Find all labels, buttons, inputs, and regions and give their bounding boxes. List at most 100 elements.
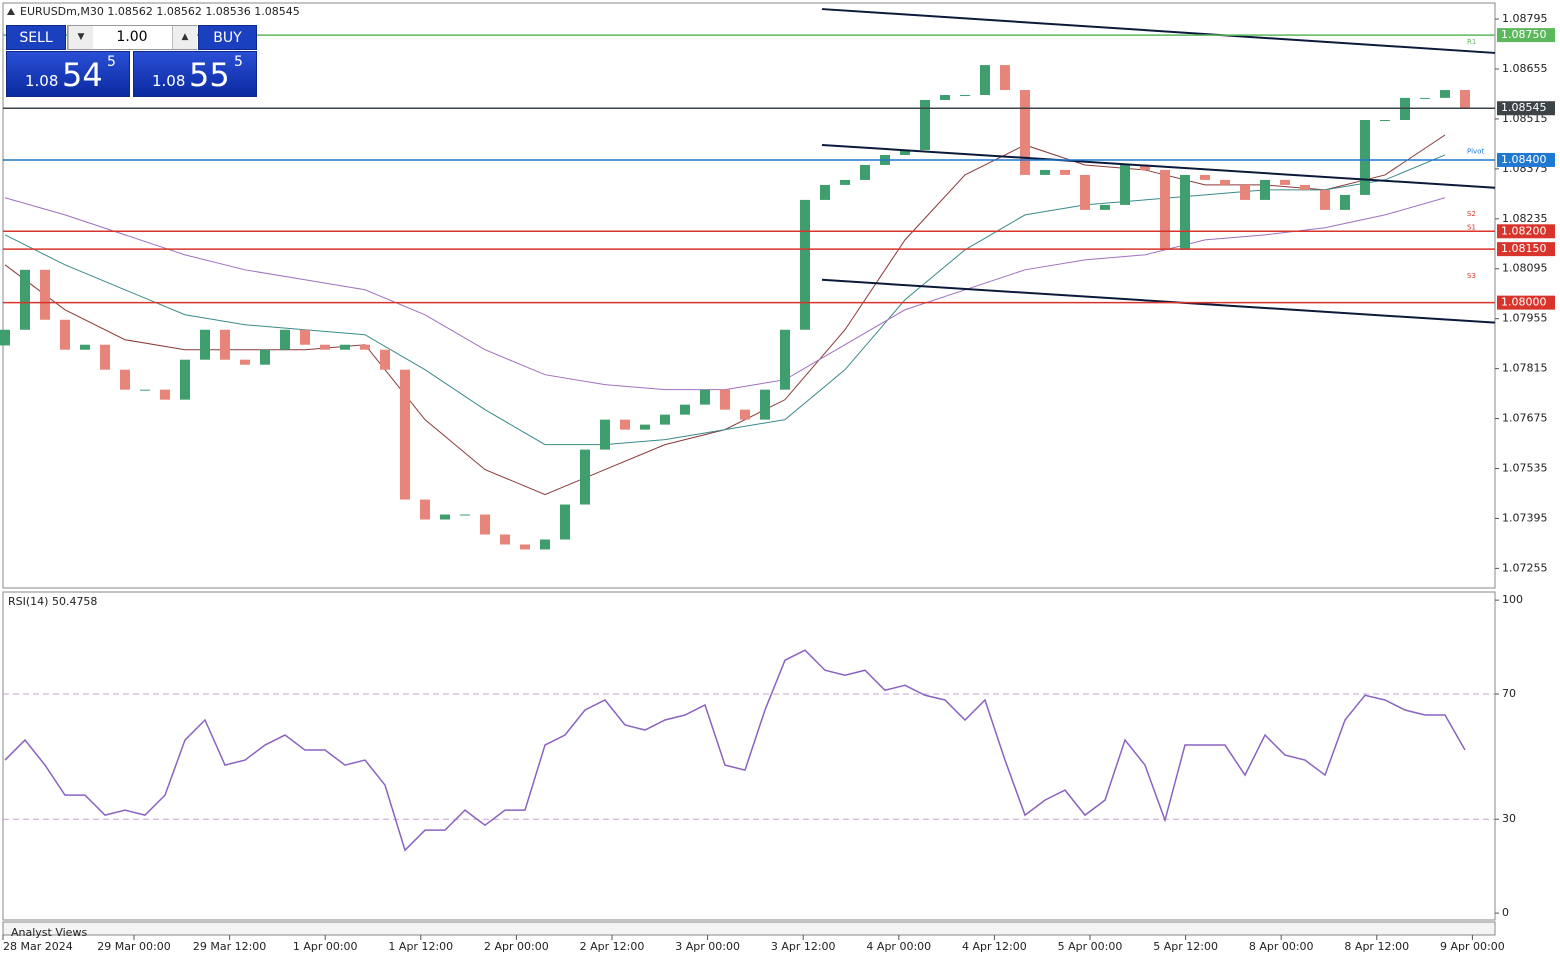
candle — [1320, 189, 1330, 210]
level-label: 1.08400 — [1501, 153, 1547, 166]
x-tick-label: 8 Apr 12:00 — [1344, 940, 1409, 953]
candle — [1060, 169, 1070, 175]
volume-up[interactable]: ▲ — [172, 26, 197, 49]
y-tick-label: 1.07815 — [1502, 362, 1548, 375]
candle — [640, 424, 650, 430]
ask-main: 55 — [189, 56, 230, 94]
sell-button[interactable]: SELL — [6, 25, 66, 50]
level-tag — [1497, 242, 1555, 257]
candle — [1440, 90, 1450, 98]
candle — [520, 544, 530, 550]
pivot-label: R1 — [1467, 38, 1476, 46]
candle — [1460, 90, 1470, 109]
candle — [200, 329, 210, 360]
candle — [100, 344, 110, 370]
candle — [500, 534, 510, 545]
collapse-icon[interactable] — [7, 8, 15, 15]
level-tag — [1497, 101, 1555, 116]
ask-big: 1.08 — [152, 72, 186, 90]
candle — [440, 514, 450, 520]
candle — [460, 514, 470, 516]
candle — [1360, 120, 1370, 195]
candle — [620, 419, 630, 430]
level-tag — [1497, 295, 1555, 310]
candle — [920, 100, 930, 150]
pivot-label: S1 — [1467, 224, 1476, 232]
candle — [840, 179, 850, 185]
x-tick-label: 29 Mar 12:00 — [193, 940, 266, 953]
candle — [900, 149, 910, 155]
candle — [20, 269, 30, 330]
x-tick-label: 1 Apr 00:00 — [293, 940, 358, 953]
candle — [780, 329, 790, 390]
ask-quote[interactable]: 1.08 55 5 — [133, 51, 257, 97]
y-tick-label: 0 — [1502, 906, 1509, 919]
candle — [1420, 97, 1430, 99]
moving-average — [4, 154, 1446, 446]
candle — [40, 269, 50, 320]
y-tick-label: 1.07395 — [1502, 511, 1548, 524]
candle — [320, 344, 330, 350]
candle — [480, 514, 490, 535]
x-tick-label: 8 Apr 00:00 — [1249, 940, 1314, 953]
candle — [1100, 204, 1110, 210]
candle — [0, 329, 10, 346]
footer-tab[interactable]: Analyst Views — [11, 926, 87, 939]
candle — [800, 199, 810, 330]
volume-down[interactable]: ▼ — [68, 26, 93, 49]
footer-bar — [2, 921, 1496, 936]
buy-button[interactable]: BUY — [198, 25, 257, 50]
level-tag — [1497, 224, 1555, 239]
candle — [140, 389, 150, 391]
y-tick-label: 1.08795 — [1502, 12, 1548, 25]
symbol-line: EURUSDm,M30 1.08562 1.08562 1.08536 1.08… — [20, 5, 300, 18]
candle — [560, 504, 570, 540]
y-tick-label: 1.08095 — [1502, 262, 1548, 275]
candle — [1040, 169, 1050, 175]
main-frame — [2, 2, 1496, 589]
level-label: 1.08200 — [1501, 224, 1547, 237]
candle — [380, 349, 390, 370]
candle — [540, 539, 550, 550]
candle — [820, 184, 830, 200]
candle — [1380, 120, 1390, 121]
bid-main: 54 — [62, 56, 103, 94]
x-tick-label: 2 Apr 00:00 — [484, 940, 549, 953]
x-tick-label: 5 Apr 00:00 — [1058, 940, 1123, 953]
trendline — [821, 143, 1496, 189]
bid-quote[interactable]: 1.08 54 5 — [6, 51, 130, 97]
candle — [1120, 164, 1130, 205]
y-tick-label: 100 — [1502, 593, 1523, 606]
x-tick-label: 1 Apr 12:00 — [388, 940, 453, 953]
candle — [220, 329, 230, 360]
y-tick-label: 1.07955 — [1502, 312, 1548, 325]
candle — [80, 344, 90, 350]
x-tick-label: 5 Apr 12:00 — [1153, 940, 1218, 953]
candle — [720, 389, 730, 410]
candle — [960, 95, 970, 97]
ask-sup: 5 — [234, 54, 243, 70]
candle — [420, 499, 430, 520]
candle — [1020, 90, 1030, 175]
candle — [1260, 179, 1270, 200]
candle — [1200, 174, 1210, 180]
trendline — [821, 278, 1496, 324]
pivot-label: Pivot — [1467, 148, 1484, 156]
x-tick-label: 29 Mar 00:00 — [97, 940, 170, 953]
trade-panel: SELL 1.00 ▼ ▲ BUY 1.08 54 5 1.08 55 5 — [6, 25, 257, 97]
y-tick-label: 1.08235 — [1502, 212, 1548, 225]
candle — [700, 389, 710, 405]
candle — [1220, 179, 1230, 185]
candle — [1300, 184, 1310, 190]
level-label: 1.08750 — [1501, 28, 1547, 41]
level-tag — [1497, 152, 1555, 167]
candle — [760, 389, 770, 420]
y-tick-label: 70 — [1502, 687, 1516, 700]
y-tick-label: 1.07255 — [1502, 561, 1548, 574]
candle — [1340, 194, 1350, 210]
candle — [180, 359, 190, 400]
y-tick-label: 1.07675 — [1502, 412, 1548, 425]
level-label: 1.08150 — [1501, 242, 1547, 255]
y-tick-label: 30 — [1502, 812, 1516, 825]
